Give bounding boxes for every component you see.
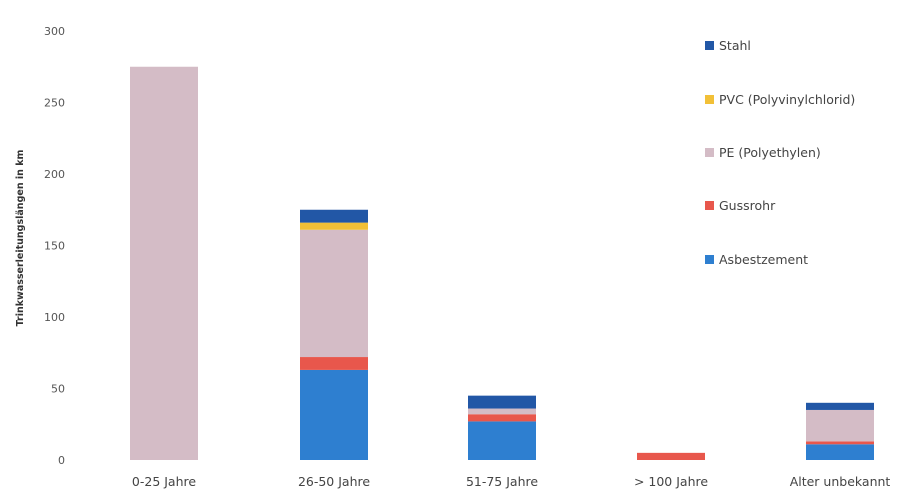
bar-segment-gussrohr xyxy=(806,441,874,445)
y-tick-label: 300 xyxy=(44,25,65,38)
bars xyxy=(130,66,874,460)
y-axis-title: Trinkwasserleitungslängen in km xyxy=(15,149,26,326)
bar-segment-asbestzement xyxy=(806,444,874,460)
y-axis-ticks: 0 50 100 150 200 250 300 xyxy=(44,25,65,467)
y-axis-label: Trinkwasserleitungslängen in km xyxy=(15,149,26,326)
x-category-label: > 100 Jahre xyxy=(634,474,708,489)
bar-segment-gussrohr xyxy=(637,452,705,460)
legend-item: PVC (Polyvinylchlorid) xyxy=(705,92,855,107)
x-axis-labels: 0-25 Jahre 26-50 Jahre 51-75 Jahre > 100 Ja… xyxy=(132,474,890,489)
y-tick-label: 100 xyxy=(44,311,65,324)
legend-label: Gussrohr xyxy=(719,198,776,213)
bar-segment-stahl xyxy=(300,209,368,223)
y-tick-label: 150 xyxy=(44,240,65,253)
bar-segment-pe-polyethylen xyxy=(300,229,368,358)
x-category-label: 51-75 Jahre xyxy=(466,474,538,489)
bar-segment-pe-polyethylen xyxy=(806,409,874,442)
bar-segment-gussrohr xyxy=(468,414,536,422)
legend-item: Gussrohr xyxy=(705,198,776,213)
bar-segment-pe-polyethylen xyxy=(130,66,198,460)
legend-label: PE (Polyethylen) xyxy=(719,145,821,160)
bar-segment-gussrohr xyxy=(300,357,368,370)
legend-label: Stahl xyxy=(719,38,751,53)
legend-swatch xyxy=(705,41,714,50)
legend-swatch xyxy=(705,95,714,104)
bar-segment-asbestzement xyxy=(468,421,536,460)
x-category-label: 26-50 Jahre xyxy=(298,474,370,489)
legend-swatch xyxy=(705,148,714,157)
bar-segment-pvc-polyvinylchlorid xyxy=(300,222,368,230)
y-tick-label: 200 xyxy=(44,168,65,181)
x-category-label: 0-25 Jahre xyxy=(132,474,196,489)
y-tick-label: 0 xyxy=(58,454,65,467)
y-tick-label: 250 xyxy=(44,97,65,110)
legend-item: Stahl xyxy=(705,38,751,53)
bar-segment-pe-polyethylen xyxy=(468,408,536,415)
x-category-label: Alter unbekannt xyxy=(790,474,891,489)
bar-segment-stahl xyxy=(468,395,536,409)
legend-label: PVC (Polyvinylchlorid) xyxy=(719,92,855,107)
legend: Stahl PVC (Polyvinylchlorid) PE (Polyethyl… xyxy=(705,38,855,267)
legend-swatch xyxy=(705,201,714,210)
legend-label: Asbestzement xyxy=(719,252,808,267)
legend-item: Asbestzement xyxy=(705,252,808,267)
bar-segment-stahl xyxy=(806,402,874,410)
legend-item: PE (Polyethylen) xyxy=(705,145,821,160)
y-tick-label: 50 xyxy=(51,383,65,396)
bar-segment-asbestzement xyxy=(300,369,368,460)
legend-swatch xyxy=(705,255,714,264)
